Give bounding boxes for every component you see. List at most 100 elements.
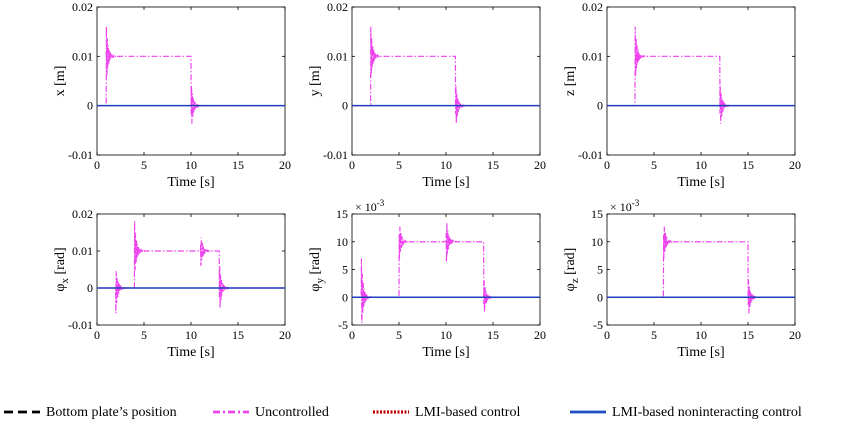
x-tick-label: 5: [396, 158, 402, 172]
x-tick-label: 5: [651, 328, 657, 342]
y-label-symbol: φ: [308, 284, 323, 292]
y-axis-label: φz [rad]: [563, 248, 581, 292]
y-tick-label: 0.02: [582, 0, 603, 14]
y-tick-label: 0.02: [72, 207, 93, 221]
x-tick-label: 10: [440, 158, 452, 172]
traces: [97, 26, 285, 124]
legend-label: Bottom plate’s position: [46, 405, 177, 420]
y-tick-label: 0: [87, 99, 93, 113]
x-tick-label: 10: [695, 158, 707, 172]
x-tick-label: 20: [279, 328, 291, 342]
legend-item: LMI-based control: [373, 405, 520, 420]
axis-exponent: × 10-3: [355, 198, 385, 214]
traces: [607, 26, 795, 124]
axes-frame: [351, 6, 541, 156]
traces: [97, 221, 285, 314]
x-tick-label: 0: [94, 328, 100, 342]
uncontrolled-line: [97, 26, 285, 124]
x-tick-label: 5: [141, 158, 147, 172]
axis-exponent-power: -3: [377, 198, 385, 208]
y-tick-label: 0: [597, 99, 603, 113]
x-tick-label: 0: [604, 158, 610, 172]
x-tick-label: 15: [742, 158, 754, 172]
axis-exponent-power: -3: [632, 198, 640, 208]
axes-frame: [606, 213, 796, 326]
axes-frame: [96, 6, 286, 156]
y-label-subscript: y: [314, 278, 326, 284]
y-tick-label: 0.01: [72, 244, 93, 258]
x-tick-label: 0: [349, 158, 355, 172]
y-axis-label: y [m]: [308, 66, 323, 97]
x-tick-label: 20: [789, 328, 801, 342]
y-axis-label: x [m]: [53, 66, 68, 97]
uncontrolled-line: [352, 223, 540, 324]
y-tick-label: 0.01: [72, 49, 93, 63]
y-tick-label: 15: [591, 207, 603, 221]
y-tick-label: 0: [342, 99, 348, 113]
y-tick-label: -5: [338, 318, 348, 332]
y-tick-label: -0.01: [68, 318, 93, 332]
y-label-symbol: φ: [53, 284, 68, 292]
uncontrolled-line: [607, 226, 795, 314]
x-tick-label: 5: [396, 328, 402, 342]
x-tick-label: 5: [141, 328, 147, 342]
y-tick-label: 10: [591, 235, 603, 249]
axes-frame: [96, 213, 286, 326]
x-tick-label: 20: [534, 158, 546, 172]
y-tick-label: 0: [87, 281, 93, 295]
y-tick-label: 5: [342, 263, 348, 277]
y-label-subscript: x: [59, 278, 71, 284]
y-label-subscript: z: [569, 278, 581, 283]
axis-exponent: × 10-3: [610, 198, 640, 214]
x-tick-label: 0: [604, 328, 610, 342]
traces: [352, 223, 540, 324]
legend-item: Uncontrolled: [213, 405, 329, 420]
y-label-symbol: φ: [563, 283, 578, 291]
y-tick-label: 0.02: [72, 0, 93, 14]
x-tick-label: 10: [440, 328, 452, 342]
x-tick-label: 10: [185, 328, 197, 342]
x-tick-label: 20: [789, 158, 801, 172]
y-tick-label: 0.02: [327, 0, 348, 14]
x-axis-label: Time [s]: [422, 345, 469, 360]
legend-label: LMI-based noninteracting control: [612, 405, 802, 420]
x-tick-label: 10: [695, 328, 707, 342]
y-tick-label: -0.01: [578, 148, 603, 162]
x-axis-label: Time [s]: [422, 175, 469, 190]
legend-item: Bottom plate’s position: [4, 405, 177, 420]
uncontrolled-line: [607, 26, 795, 124]
y-tick-label: -5: [593, 318, 603, 332]
uncontrolled-line: [352, 26, 540, 124]
x-tick-label: 0: [349, 328, 355, 342]
y-tick-label: 0: [342, 290, 348, 304]
x-tick-label: 0: [94, 158, 100, 172]
x-tick-label: 20: [534, 328, 546, 342]
y-label-unit: [rad]: [53, 247, 68, 278]
y-tick-label: 15: [336, 207, 348, 221]
x-axis-label: Time [s]: [677, 175, 724, 190]
x-tick-label: 15: [487, 158, 499, 172]
x-axis-label: Time [s]: [167, 345, 214, 360]
x-tick-label: 15: [232, 158, 244, 172]
axes-frame: [351, 213, 541, 326]
legend-item: LMI-based noninteracting control: [570, 405, 802, 420]
x-tick-label: 15: [487, 328, 499, 342]
x-tick-label: 10: [185, 158, 197, 172]
y-tick-label: -0.01: [68, 148, 93, 162]
y-axis-label: φy [rad]: [308, 247, 326, 291]
x-axis-label: Time [s]: [677, 345, 724, 360]
y-tick-label: 5: [597, 263, 603, 277]
legend-label: LMI-based control: [415, 405, 520, 420]
legend-label: Uncontrolled: [255, 405, 329, 420]
x-tick-label: 15: [232, 328, 244, 342]
traces: [607, 226, 795, 314]
y-tick-label: 0.01: [327, 49, 348, 63]
y-label-unit: [rad]: [308, 247, 323, 278]
y-tick-label: 0: [597, 290, 603, 304]
